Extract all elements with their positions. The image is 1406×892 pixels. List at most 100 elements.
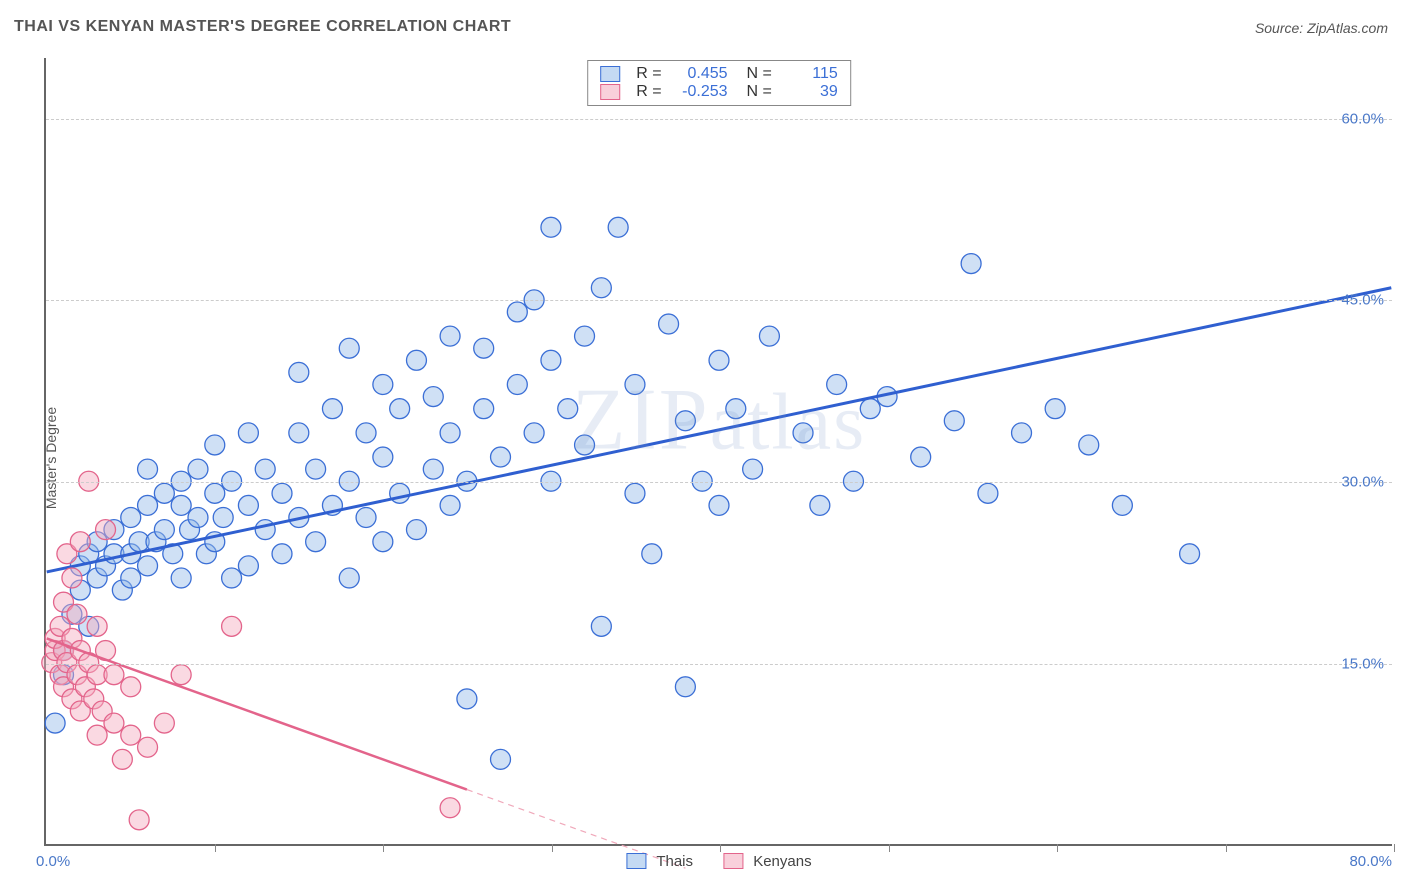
scatter-point: [440, 495, 460, 515]
scatter-point: [541, 350, 561, 370]
scatter-point: [322, 399, 342, 419]
scatter-point: [1045, 399, 1065, 419]
scatter-point: [188, 459, 208, 479]
scatter-point: [642, 544, 662, 564]
scatter-point: [793, 423, 813, 443]
scatter-point: [171, 471, 191, 491]
scatter-point: [373, 375, 393, 395]
scatter-point: [112, 749, 132, 769]
scatter-point: [541, 471, 561, 491]
scatter-point: [759, 326, 779, 346]
scatter-point: [1012, 423, 1032, 443]
scatter-point: [121, 677, 141, 697]
x-tick-mark: [383, 844, 384, 852]
scatter-point: [222, 568, 242, 588]
n-value-kenyans: 39: [782, 83, 838, 101]
scatter-point: [944, 411, 964, 431]
scatter-point: [306, 459, 326, 479]
scatter-point: [138, 737, 158, 757]
scatter-point: [743, 459, 763, 479]
scatter-point: [171, 665, 191, 685]
scatter-point: [575, 326, 595, 346]
scatter-point: [978, 483, 998, 503]
scatter-point: [1112, 495, 1132, 515]
bottom-legend-item-kenyans: Kenyans: [723, 853, 812, 870]
y-tick-label: 30.0%: [1341, 474, 1384, 491]
scatter-point: [474, 338, 494, 358]
x-axis-min-label: 0.0%: [36, 853, 70, 870]
scatter-point: [222, 616, 242, 636]
scatter-point: [726, 399, 746, 419]
scatter-point: [675, 411, 695, 431]
scatter-point: [272, 544, 292, 564]
scatter-point: [205, 483, 225, 503]
scatter-point: [104, 713, 124, 733]
scatter-point: [406, 350, 426, 370]
n-value-thais: 115: [782, 65, 838, 83]
chart-svg: [46, 58, 1392, 844]
scatter-point: [591, 616, 611, 636]
legend-swatch-kenyans-bottom: [723, 853, 743, 869]
scatter-point: [238, 423, 258, 443]
scatter-point: [45, 713, 65, 733]
scatter-point: [961, 254, 981, 274]
scatter-point: [213, 508, 233, 528]
x-tick-mark: [720, 844, 721, 852]
scatter-point: [171, 568, 191, 588]
x-tick-mark: [552, 844, 553, 852]
scatter-point: [810, 495, 830, 515]
scatter-point: [339, 471, 359, 491]
scatter-point: [1079, 435, 1099, 455]
source-text: Source: ZipAtlas.com: [1255, 20, 1388, 36]
scatter-point: [70, 532, 90, 552]
x-tick-mark: [1226, 844, 1227, 852]
scatter-point: [289, 362, 309, 382]
scatter-point: [154, 713, 174, 733]
scatter-point: [121, 725, 141, 745]
legend-swatch-kenyans: [600, 84, 620, 100]
scatter-point: [524, 423, 544, 443]
gridline: [46, 300, 1392, 301]
scatter-point: [222, 471, 242, 491]
scatter-point: [440, 798, 460, 818]
scatter-point: [843, 471, 863, 491]
scatter-point: [339, 568, 359, 588]
scatter-point: [356, 508, 376, 528]
scatter-point: [911, 447, 931, 467]
scatter-point: [507, 302, 527, 322]
scatter-point: [373, 447, 393, 467]
x-tick-mark: [1394, 844, 1395, 852]
scatter-point: [406, 520, 426, 540]
scatter-point: [138, 459, 158, 479]
gridline: [46, 664, 1392, 665]
scatter-point: [608, 217, 628, 237]
scatter-point: [255, 459, 275, 479]
scatter-point: [138, 556, 158, 576]
scatter-point: [390, 399, 410, 419]
scatter-point: [171, 495, 191, 515]
scatter-point: [423, 459, 443, 479]
scatter-point: [87, 725, 107, 745]
scatter-point: [154, 483, 174, 503]
scatter-point: [96, 520, 116, 540]
y-tick-label: 45.0%: [1341, 292, 1384, 309]
scatter-point: [692, 471, 712, 491]
scatter-point: [474, 399, 494, 419]
scatter-point: [1180, 544, 1200, 564]
scatter-point: [255, 520, 275, 540]
scatter-point: [129, 810, 149, 830]
bottom-legend-item-thais: Thais: [626, 853, 693, 870]
scatter-point: [860, 399, 880, 419]
scatter-point: [827, 375, 847, 395]
r-value-kenyans: -0.253: [672, 83, 728, 101]
scatter-point: [238, 556, 258, 576]
y-tick-label: 60.0%: [1341, 110, 1384, 127]
scatter-point: [659, 314, 679, 334]
scatter-point: [339, 338, 359, 358]
scatter-point: [121, 568, 141, 588]
scatter-point: [423, 387, 443, 407]
scatter-point: [104, 665, 124, 685]
correlation-legend: R = 0.455 N = 115 R = -0.253 N = 39: [587, 60, 851, 106]
scatter-point: [121, 508, 141, 528]
scatter-point: [67, 604, 87, 624]
